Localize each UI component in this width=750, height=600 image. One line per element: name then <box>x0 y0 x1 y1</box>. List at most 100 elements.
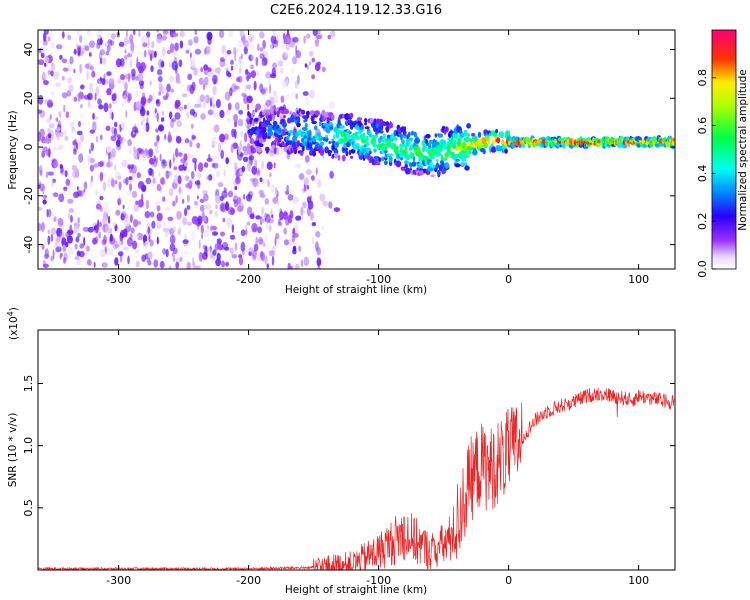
spectrogram-noise-cell <box>304 63 308 68</box>
spectrogram-noise-cell <box>98 51 103 61</box>
spectrogram-noise-cell <box>315 231 321 238</box>
spectrogram-noise-cell <box>45 171 49 178</box>
spectrogram-noise-cell <box>174 174 179 185</box>
spectrogram-noise-cell <box>242 156 249 162</box>
spectrogram-noise-cell <box>316 30 321 35</box>
spectrogram-noise-cell <box>121 103 124 108</box>
chart-title: C2E6.2024.119.12.33.G16 <box>270 3 442 18</box>
spectrogram-noise-cell <box>147 98 152 104</box>
spectrogram-noise-cell <box>112 221 117 226</box>
spectrogram-noise-cell <box>127 96 131 104</box>
spectrogram-noise-cell <box>117 175 122 180</box>
spectrogram-ridge-cell <box>270 149 274 153</box>
spectrogram-noise-cell <box>286 154 291 160</box>
spectrogram-noise-cell <box>196 172 202 179</box>
spectrogram-ridge-cell <box>331 114 335 121</box>
spectrogram-noise-cell <box>204 45 211 55</box>
spectrogram-noise-cell <box>212 74 218 85</box>
spectrogram-noise-cell <box>292 248 297 255</box>
spectrogram-noise-cell <box>106 33 112 38</box>
spectrogram-noise-cell <box>84 63 90 69</box>
spectrogram-noise-cell <box>276 32 281 42</box>
spectrogram-noise-cell <box>119 58 125 67</box>
spectrogram-ridge-cell <box>392 143 396 147</box>
spectrogram-noise-cell <box>181 93 188 98</box>
spectrogram-noise-cell <box>194 180 201 186</box>
spectrogram-ridge-cell <box>440 154 444 161</box>
spectrogram-ridge-cell <box>324 136 329 142</box>
spectrogram-noise-cell <box>250 102 254 112</box>
spectrogram-noise-cell <box>241 92 247 97</box>
spectrogram-ridge-cell <box>544 142 549 147</box>
spectrogram-noise-cell <box>261 178 268 185</box>
spectrogram-ridge-cell <box>285 136 290 142</box>
spectrogram-noise-cell <box>82 48 85 54</box>
spectrogram-noise-cell <box>213 124 220 133</box>
spectrogram-noise-cell <box>67 77 72 84</box>
spectrogram-noise-cell <box>303 177 310 186</box>
spectrogram-noise-cell <box>160 177 166 185</box>
spectrogram-noise-cell <box>175 136 182 144</box>
colorbar: 0.0 0.2 0.4 0.6 0.8 Normalized spectral ampl… <box>696 29 749 278</box>
spectrogram-noise-cell <box>172 127 179 133</box>
spectrogram-noise-cell <box>184 250 188 256</box>
spectrogram-noise-cell <box>238 256 244 266</box>
spectrogram-noise-cell <box>108 215 111 224</box>
spectrogram-noise-cell <box>98 104 104 110</box>
spectrogram-noise-cell <box>80 104 83 109</box>
spectrogram-noise-cell <box>221 241 229 251</box>
spectrogram-noise-cell <box>153 155 156 163</box>
spectrogram-ridge-cell <box>435 152 442 157</box>
spectrogram-noise-cell <box>231 224 235 233</box>
spectrogram-noise-cell <box>275 232 280 240</box>
spectrogram-noise-cell <box>234 53 237 62</box>
spectrogram-noise-cell <box>176 210 182 220</box>
spectrogram-ridge-cell <box>437 169 441 176</box>
spectrogram-noise-cell <box>237 118 244 127</box>
spectrogram-noise-cell <box>162 248 167 255</box>
spectrogram-noise-cell <box>286 239 294 246</box>
spectrogram-noise-cell <box>271 214 274 219</box>
spectrogram-noise-cell <box>64 170 68 178</box>
spectrogram-noise-cell <box>67 229 74 235</box>
spectrogram-noise-cell <box>109 233 113 242</box>
spectrogram-noise-cell <box>208 153 211 160</box>
spectrogram-ridge-cell <box>444 152 450 158</box>
spectrogram-noise-cell <box>88 98 90 108</box>
spectrogram-noise-cell <box>273 162 276 169</box>
spectrogram-noise-cell <box>298 173 305 181</box>
spectrogram-noise-cell <box>233 128 237 139</box>
spectrogram-ridge-cell <box>464 154 470 158</box>
spectrogram-noise-cell <box>224 133 229 140</box>
top-y-axis: -40 -20 0 20 40 <box>22 43 675 254</box>
spectrogram-noise-cell <box>61 76 65 81</box>
spectrogram-noise-cell <box>228 30 234 38</box>
spectrogram-noise-cell <box>78 250 85 258</box>
spectrogram-noise-cell <box>129 183 133 192</box>
spectrogram-noise-cell <box>182 198 185 204</box>
spectrogram-ridge-cell <box>319 121 322 127</box>
spectrogram-noise-cell <box>260 251 265 261</box>
spectrogram-noise-cell <box>146 257 151 263</box>
spectrogram-noise-cell <box>89 82 93 93</box>
spectrogram-noise-cell <box>248 34 255 42</box>
spectrogram-noise-cell <box>40 183 45 193</box>
spectrogram-noise-cell <box>183 153 188 161</box>
spectrogram-noise-cell <box>211 106 216 115</box>
spectrogram-noise-cell <box>280 67 284 74</box>
spectrogram-ridge-cell <box>308 134 311 142</box>
spectrogram-noise-cell <box>39 183 45 192</box>
spectrogram-noise-cell <box>156 30 159 33</box>
spectrogram-noise-cell <box>152 104 156 114</box>
spectrogram-noise-cell <box>106 44 111 53</box>
spectrogram-noise-cell <box>216 171 221 178</box>
spectrogram-noise-cell <box>247 103 250 111</box>
spectrogram-ridge-cell <box>418 170 425 175</box>
spectrogram-noise-cell <box>274 237 277 247</box>
spectrogram-noise-cell <box>199 204 205 212</box>
spectrogram-noise-cell <box>136 151 140 160</box>
spectrogram-ridge-cell <box>482 148 486 155</box>
spectrogram-ridge-cell <box>370 138 377 146</box>
spectrogram-noise-cell <box>273 94 279 104</box>
spectrogram-noise-cell <box>207 71 214 77</box>
